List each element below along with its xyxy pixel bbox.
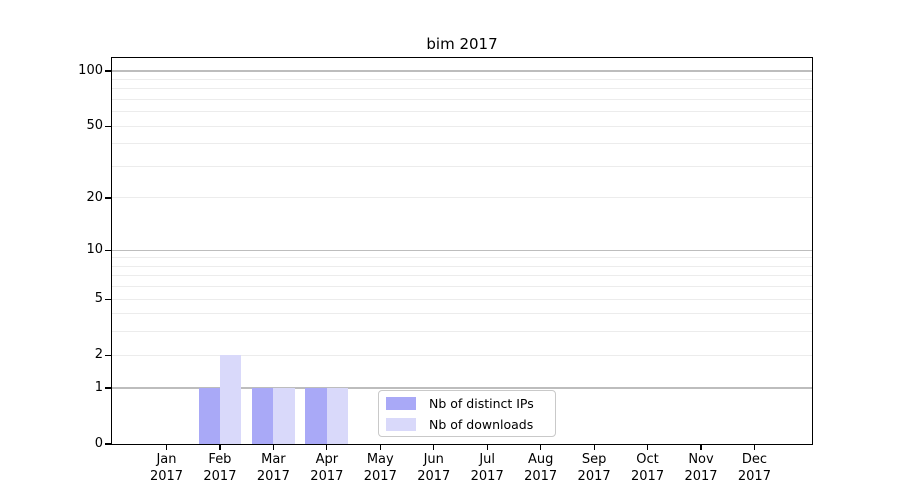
gridline-minor [112,88,812,90]
y-tickmark [104,298,112,300]
gridline-minor [112,197,812,199]
y-tick-label: 0 [94,436,103,451]
x-tick-label: Feb 2017 [203,451,236,485]
x-tick-year: 2017 [470,469,504,484]
gridline-minor [112,165,812,167]
plot-area: Nb of distinct IPs Nb of downloads [111,57,813,445]
x-tick-label: Mar 2017 [257,451,290,485]
x-tick-month: Jan [156,452,177,467]
y-tick-label: 20 [86,189,103,205]
x-tickmark [486,443,488,450]
x-tick-month: May [366,452,394,467]
x-tickmark [165,443,168,450]
y-tickmark [104,443,112,445]
x-tick-label: Jun 2017 [417,451,450,485]
x-tick-year: 2017 [149,469,184,484]
y-tickmark [104,387,112,389]
x-tick-year: 2017 [310,469,344,484]
y-tickmark [104,354,112,356]
x-tick-label: Jul 2017 [471,451,504,485]
gridline-major [112,249,812,251]
x-tickmark [753,443,756,450]
x-tickmark [700,443,702,450]
y-tickmark [104,249,112,251]
gridline-minor [112,354,812,356]
bar-distinct-ips-feb [198,387,220,444]
gridline-minor [112,125,812,127]
legend-row: Nb of distinct IPs [386,395,534,411]
x-tickmark [379,443,381,450]
gridline-minor [112,286,812,288]
x-tickmark [433,443,435,450]
y-tickmark [104,197,112,199]
x-tick-month: Jul [479,452,496,467]
x-tick-label: Dec 2017 [738,451,771,485]
x-tick-label: Apr 2017 [310,451,343,485]
x-tick-label: Oct 2017 [631,451,664,485]
gridline-minor [112,331,812,333]
x-tick-year: 2017 [203,469,237,484]
bar-distinct-ips-mar [252,387,274,444]
y-tick-label: 1 [94,379,103,395]
x-tick-year: 2017 [631,469,665,484]
legend-swatch-distinct-ips [386,397,416,410]
y-tick-label: 10 [86,242,103,258]
x-tick-month: Sep [581,452,607,467]
x-tick-label: Sep 2017 [578,451,611,485]
gridline-major [112,387,812,389]
x-tick-year: 2017 [684,469,718,484]
gridline-minor [112,98,812,100]
legend-row: Nb of downloads [386,416,534,432]
y-tickmark [104,125,112,127]
x-tick-label: Aug 2017 [524,451,557,485]
x-tickmark [219,443,221,450]
x-tick-label: Jan 2017 [150,451,183,485]
x-tick-month: Jun [423,452,444,467]
x-tick-month: Apr [315,452,339,467]
x-tick-year: 2017 [524,469,558,484]
y-tick-label: 50 [86,118,103,134]
gridline-minor [112,143,812,145]
gridline-minor [112,275,812,277]
gridline-minor [112,78,812,80]
x-tickmark [326,443,328,450]
gridline-minor [112,313,812,315]
x-tick-year: 2017 [577,469,611,484]
chart-title: bim 2017 [426,35,498,53]
gridline-major [112,70,812,72]
gridline-minor [112,257,812,259]
legend: Nb of distinct IPs Nb of downloads [378,390,556,437]
x-tick-label: May 2017 [364,451,397,485]
bar-downloads-mar [273,387,295,444]
x-tickmark [593,443,595,450]
x-tick-month: Oct [636,452,659,467]
x-tick-month: Aug [527,452,554,467]
x-tickmark [540,443,542,450]
y-tickmark [104,70,112,72]
bar-downloads-feb [219,355,242,444]
legend-swatch-downloads [386,418,416,431]
x-tick-year: 2017 [256,469,290,484]
legend-label: Nb of distinct IPs [429,395,534,411]
x-tick-label: Nov 2017 [684,451,717,485]
x-tick-month: Feb [208,452,232,467]
y-tick-label: 2 [94,347,103,363]
gridline-minor [112,265,812,267]
y-tick-label: 100 [78,62,103,78]
y-tick-label: 5 [94,291,103,307]
x-tick-year: 2017 [417,469,451,484]
x-tickmark [272,443,274,450]
legend-label: Nb of downloads [429,416,534,432]
x-tick-year: 2017 [363,469,397,484]
x-tick-month: Mar [261,452,286,467]
bar-distinct-ips-apr [305,387,327,444]
bar-downloads-apr [326,387,349,444]
x-tick-year: 2017 [737,469,771,484]
gridline-minor [112,111,812,113]
x-tickmark [646,443,649,450]
x-tick-month: Nov [688,452,714,467]
gridline-minor [112,298,812,300]
x-tick-month: Dec [741,452,768,467]
